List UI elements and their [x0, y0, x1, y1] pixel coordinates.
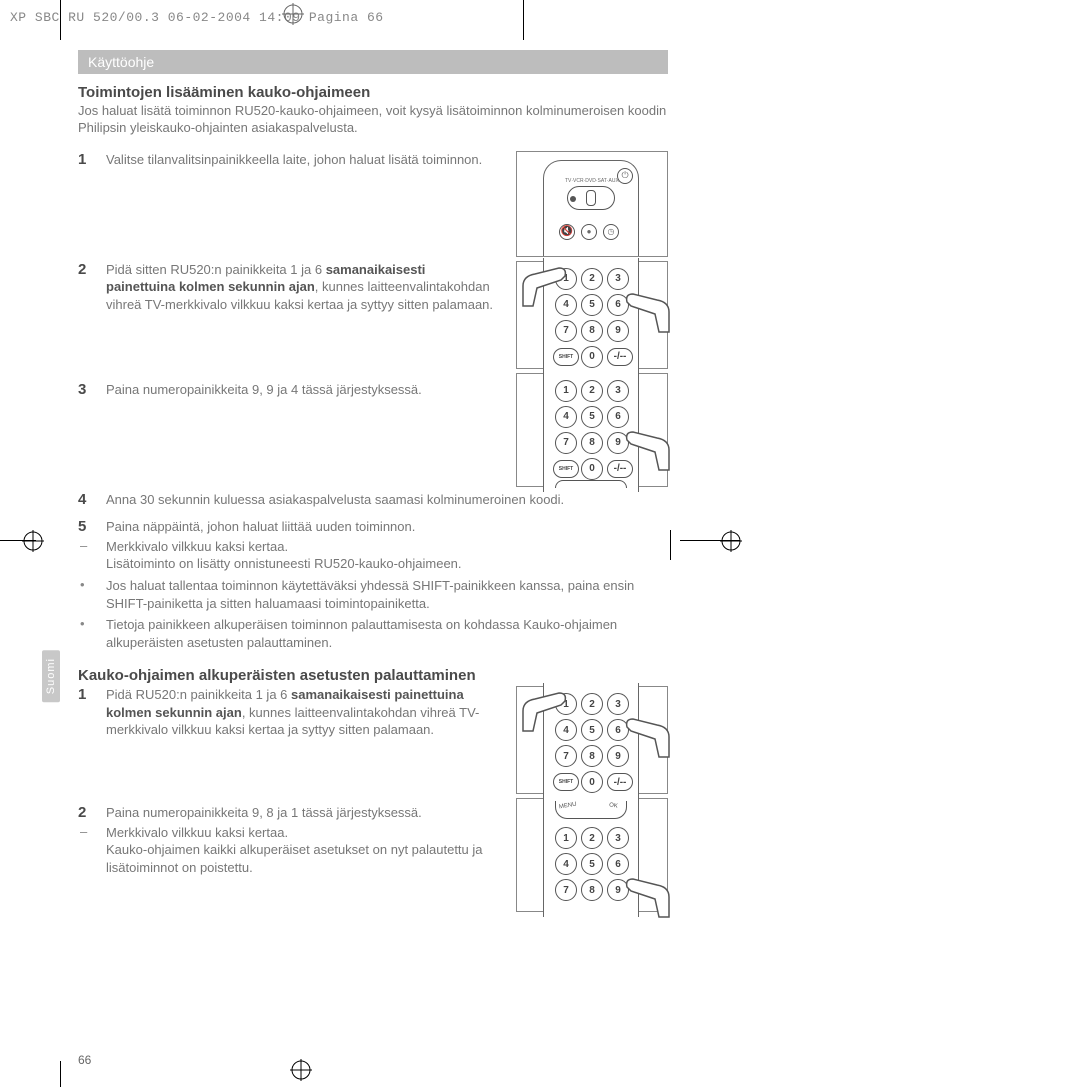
keypad-2: 2 — [581, 827, 603, 849]
section-heading: Käyttöohje — [78, 50, 668, 74]
keypad-8: 8 — [581, 745, 603, 767]
bullet-dash: – — [78, 538, 106, 553]
keypad-4: 4 — [555, 406, 577, 428]
bullet-dash: – — [78, 824, 106, 839]
step-number: 3 — [78, 381, 106, 398]
bullet-text: Jos haluat tallentaa toiminnon käytettäv… — [106, 577, 668, 612]
remote-figure-keypad-16: 1 2 3 4 5 6 7 8 9 SHIFT 0 -/-- — [516, 686, 668, 794]
mute-icon: 🔇 — [559, 224, 575, 240]
remote-figure-keypad-994: 1 2 3 4 5 6 7 8 9 SHIFT 0 -/-- — [516, 373, 668, 487]
rec-icon: ● — [581, 224, 597, 240]
keypad-shift: SHIFT — [553, 348, 579, 366]
step-number: 2 — [78, 804, 106, 821]
crop-mark — [523, 0, 524, 40]
finger-icon — [621, 422, 671, 472]
keypad-2: 2 — [581, 693, 603, 715]
keypad-7: 7 — [555, 745, 577, 767]
bullet-part: Kauko-ohjaimen kaikki alkuperäiset asetu… — [106, 842, 483, 875]
step-text: Anna 30 sekunnin kuluessa asiakaspalvelu… — [106, 491, 668, 509]
step-number: 4 — [78, 491, 106, 508]
keypad-7: 7 — [555, 320, 577, 342]
clock-icon: ◷ — [603, 224, 619, 240]
keypad-7: 7 — [555, 879, 577, 901]
step-text-part: Pidä sitten RU520:n painikkeita 1 ja 6 — [106, 262, 326, 277]
step-number: 1 — [78, 686, 106, 703]
crop-mark — [670, 530, 671, 560]
bullet-part: Merkkivalo vilkkuu kaksi kertaa. — [106, 825, 288, 840]
keypad-dash: -/-- — [607, 348, 633, 366]
step-number: 2 — [78, 261, 106, 278]
power-icon: ⏻ — [617, 168, 633, 184]
finger-icon — [621, 284, 671, 334]
finger-icon — [521, 258, 571, 308]
mode-label: TV·VCR·DVD·SAT·AUX — [565, 178, 619, 184]
bullet-dot: • — [78, 577, 106, 592]
keypad-5: 5 — [581, 853, 603, 875]
sec2-figures-col: 1 2 3 4 5 6 7 8 9 SHIFT 0 -/-- — [516, 686, 668, 916]
bullet-text: Merkkivalo vilkkuu kaksi kertaa. Lisätoi… — [106, 538, 668, 573]
step-text-part: Pidä RU520:n painikkeita 1 ja 6 — [106, 687, 291, 702]
keypad-8: 8 — [581, 432, 603, 454]
bullet-text: Tietoja painikkeen alkuperäisen toiminno… — [106, 616, 668, 651]
keypad-shift: SHIFT — [553, 773, 579, 791]
sec1-figures-col: ⏻ TV·VCR·DVD·SAT·AUX 🔇 ● ◷ — [516, 151, 668, 491]
step-text: Paina numeropainikkeita 9, 9 ja 4 tässä … — [106, 381, 508, 399]
keypad-1: 1 — [555, 827, 577, 849]
sec1-title: Toimintojen lisääminen kauko-ohjaimeen — [78, 84, 668, 101]
step-number: 5 — [78, 518, 106, 535]
bullet-part: Merkkivalo vilkkuu kaksi kertaa. — [106, 539, 288, 554]
keypad-8: 8 — [581, 879, 603, 901]
bullet-dot: • — [78, 616, 106, 631]
keypad-5: 5 — [581, 719, 603, 741]
keypad-5: 5 — [581, 406, 603, 428]
keypad-2: 2 — [581, 380, 603, 402]
sec2-steps-col: 1 Pidä RU520:n painikkeita 1 ja 6 samana… — [78, 686, 508, 916]
step-number: 1 — [78, 151, 106, 168]
keypad-5: 5 — [581, 294, 603, 316]
keypad-0: 0 — [581, 458, 603, 480]
keypad-7: 7 — [555, 432, 577, 454]
registration-mark — [720, 530, 742, 552]
remote-figure-keypad-16: 1 2 3 4 5 6 7 8 9 SHIFT 0 -/-- — [516, 261, 668, 369]
mode-selector-icon — [567, 186, 615, 210]
language-tab: Suomi — [42, 650, 60, 702]
registration-mark — [290, 1059, 312, 1081]
bullet-part: Lisätoiminto on lisätty onnistuneesti RU… — [106, 556, 462, 571]
finger-icon — [621, 869, 671, 919]
crop-mark — [60, 1061, 61, 1087]
step-text: Paina numeropainikkeita 9, 8 ja 1 tässä … — [106, 804, 508, 822]
remote-figure-keypad-981: MENU OK 1 2 3 4 5 6 7 8 9 — [516, 798, 668, 912]
finger-icon — [521, 683, 571, 733]
step-text: Paina näppäintä, johon haluat liittää uu… — [106, 518, 668, 536]
keypad-1: 1 — [555, 380, 577, 402]
sec1-steps-col: 1 Valitse tilanvalitsinpainikkeella lait… — [78, 151, 508, 491]
page-number: 66 — [78, 1053, 91, 1067]
keypad-3: 3 — [607, 380, 629, 402]
step-text: Pidä sitten RU520:n painikkeita 1 ja 6 s… — [106, 261, 508, 314]
sec1-intro: Jos haluat lisätä toiminnon RU520-kauko-… — [78, 103, 668, 137]
keypad-3: 3 — [607, 827, 629, 849]
sec2-title: Kauko-ohjaimen alkuperäisten asetusten p… — [78, 667, 668, 684]
keypad-dash: -/-- — [607, 773, 633, 791]
keypad-4: 4 — [555, 853, 577, 875]
keypad-0: 0 — [581, 346, 603, 368]
keypad-2: 2 — [581, 268, 603, 290]
remote-figure-mode: ⏻ TV·VCR·DVD·SAT·AUX 🔇 ● ◷ — [516, 151, 668, 257]
finger-icon — [621, 709, 671, 759]
step-text: Pidä RU520:n painikkeita 1 ja 6 samanaik… — [106, 686, 508, 739]
page-content: Käyttöohje Toimintojen lisääminen kauko-… — [78, 50, 668, 916]
registration-mark — [282, 3, 304, 25]
file-header: XP SBC RU 520/00.3 06-02-2004 14:09 Pagi… — [10, 10, 384, 25]
step-text: Valitse tilanvalitsinpainikkeella laite,… — [106, 151, 508, 169]
keypad-8: 8 — [581, 320, 603, 342]
keypad-shift: SHIFT — [553, 460, 579, 478]
keypad-0: 0 — [581, 771, 603, 793]
registration-mark — [22, 530, 44, 552]
bullet-text: Merkkivalo vilkkuu kaksi kertaa. Kauko-o… — [106, 824, 508, 877]
